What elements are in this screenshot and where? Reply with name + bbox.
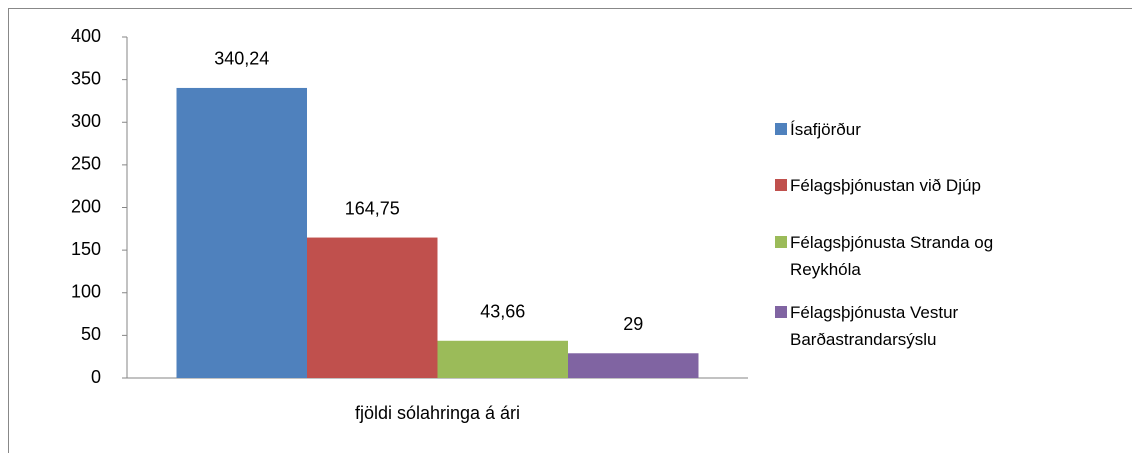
legend-swatch	[775, 236, 787, 248]
legend-entry: Félagsþjónustan við Djúp	[790, 176, 981, 195]
legend-entry: Félagsþjónusta Stranda og Reykhóla	[790, 233, 994, 279]
x-tick-label: fjöldi sólahringa á ári	[355, 403, 520, 423]
y-tick-label: 300	[71, 111, 101, 131]
data-label: 164,75	[345, 198, 400, 218]
legend-entry: Félagsþjónusta Vestur Barðastrandarsýslu	[790, 303, 959, 349]
legend-swatch	[775, 123, 787, 135]
legend-label: Ísafjörður	[790, 120, 861, 139]
legend-entry: Ísafjörður	[790, 120, 861, 139]
data-label: 340,24	[214, 49, 269, 69]
legend-swatch	[775, 306, 787, 318]
y-tick-label: 250	[71, 154, 101, 174]
legend-label: Félagsþjónusta Stranda og Reykhóla	[790, 233, 994, 279]
y-tick-label: 150	[71, 239, 101, 259]
y-tick-label: 400	[71, 26, 101, 46]
bar	[307, 237, 438, 378]
y-tick-label: 50	[81, 324, 101, 344]
legend-label: Félagsþjónustan við Djúp	[790, 176, 981, 195]
bar	[176, 87, 307, 378]
y-tick-label: 350	[71, 68, 101, 88]
legend-label: Félagsþjónusta Vestur Barðastrandarsýslu	[790, 303, 959, 349]
data-label: 43,66	[480, 302, 525, 322]
data-label: 29	[623, 314, 643, 334]
bar	[437, 340, 568, 378]
y-tick-label: 0	[91, 367, 101, 387]
y-tick-label: 100	[71, 282, 101, 302]
bar	[568, 353, 699, 378]
legend-swatch	[775, 179, 787, 191]
y-tick-label: 200	[71, 196, 101, 216]
